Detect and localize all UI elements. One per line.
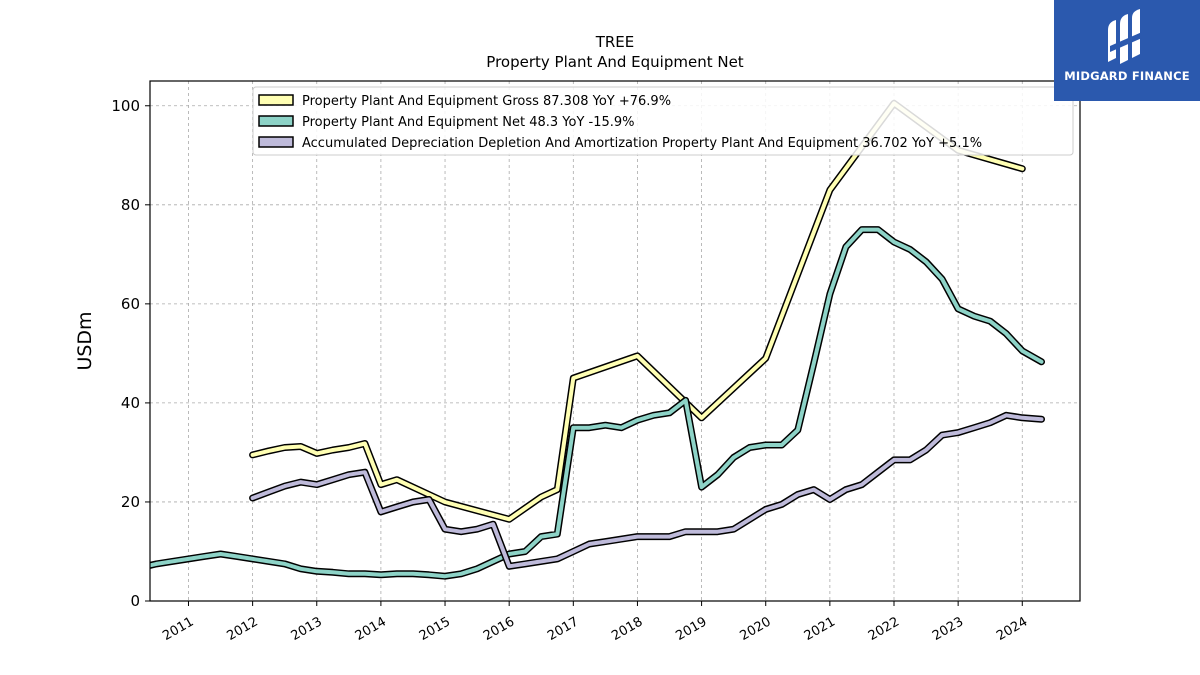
- x-tick-label: 2012: [224, 614, 260, 644]
- grid: [150, 81, 1080, 602]
- x-tick-label: 2020: [738, 614, 774, 644]
- legend-box: [252, 86, 1074, 156]
- y-tick-label: 20: [121, 493, 140, 511]
- legend-label-1: Property Plant And Equipment Gross 87.30…: [302, 94, 671, 109]
- x-tick-label: 2013: [289, 614, 325, 644]
- midgard-logo-icon: [1108, 9, 1142, 64]
- x-tick-label: 2022: [866, 614, 902, 644]
- y-tick-label: 40: [121, 394, 140, 412]
- y-tick-label: 80: [121, 196, 140, 214]
- x-tick-label: 2019: [673, 614, 709, 644]
- x-tick-label: 2015: [417, 614, 453, 644]
- series-line-2: [150, 227, 1044, 579]
- y-tick-label: 0: [130, 592, 140, 610]
- legend-label-3: Accumulated Depreciation Depletion And A…: [302, 136, 982, 151]
- chart-subtitle: Property Plant And Equipment Net: [486, 53, 743, 71]
- x-axis: 2011 2012 2013 2014 2015 2016 2017 2018 2019 2020…: [160, 601, 1030, 644]
- x-tick-label: 2018: [609, 614, 645, 644]
- series-line-3: [250, 413, 1044, 569]
- plot-area-frame: [149, 80, 1081, 602]
- y-tick-label: 60: [121, 295, 140, 313]
- legend-swatch-2: [258, 115, 294, 127]
- x-tick-label: 2011: [160, 614, 196, 644]
- x-tick-label: 2014: [353, 614, 389, 644]
- midgard-finance-logo: MIDGARD FINANCE: [1054, 0, 1200, 101]
- series-lines: [150, 99, 1045, 580]
- legend-label-2: Property Plant And Equipment Net 48.3 Yo…: [302, 115, 635, 130]
- chart-title: TREE: [595, 33, 635, 51]
- x-tick-label: 2016: [481, 614, 517, 644]
- x-tick-label: 2021: [802, 614, 838, 644]
- logo-text: MIDGARD FINANCE: [1064, 69, 1190, 83]
- series-line-1: [250, 101, 1025, 522]
- y-axis: 0 20 40 60 80 100: [111, 97, 150, 610]
- x-tick-label: 2023: [930, 614, 966, 644]
- x-tick-label: 2024: [994, 614, 1030, 644]
- y-axis-label: USDm: [74, 311, 96, 370]
- y-tick-label: 100: [111, 97, 140, 115]
- legend: Property Plant And Equipment Gross 87.30…: [252, 86, 1074, 156]
- legend-swatch-1: [258, 94, 294, 106]
- legend-swatch-3: [258, 136, 294, 148]
- x-tick-label: 2017: [545, 614, 581, 644]
